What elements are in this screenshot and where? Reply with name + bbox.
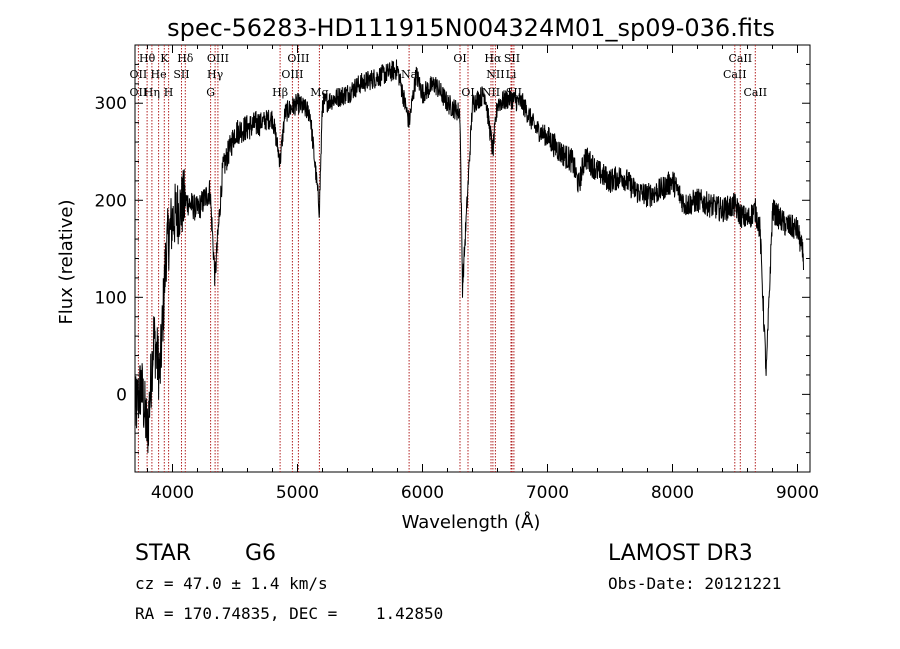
x-tick-label: 7000 <box>526 483 569 503</box>
line-label: SII <box>506 86 522 99</box>
y-tick-label: 200 <box>95 191 127 211</box>
x-tick-label: 9000 <box>776 483 819 503</box>
chart-title: spec-56283-HD111915N004324M01_sp09-036.f… <box>167 14 775 42</box>
line-label: Hα <box>484 52 502 65</box>
line-label: OIII <box>207 52 229 65</box>
line-label: NII <box>486 68 504 81</box>
line-label: OI <box>461 86 474 99</box>
line-label: OIII <box>281 68 303 81</box>
line-label: OIII <box>287 52 309 65</box>
survey-name: LAMOST DR3 <box>608 541 753 566</box>
line-label: Hη <box>144 86 160 99</box>
x-tick-label: 5000 <box>276 483 319 503</box>
line-label: SII <box>504 52 520 65</box>
x-axis-label: Wavelength (Å) <box>402 511 541 533</box>
redshift-text: cz = 47.0 ± 1.4 km/s <box>135 574 328 593</box>
line-label: Hθ <box>139 52 156 65</box>
line-label: CaII <box>728 52 752 65</box>
y-axis-label: Flux (relative) <box>56 199 77 324</box>
line-label: He <box>151 68 167 81</box>
line-label: Li <box>506 68 517 81</box>
line-label: Na <box>401 68 418 81</box>
line-label: CaII <box>743 86 767 99</box>
coordinates: RA = 170.74835, DEC = 1.42850 <box>135 604 443 623</box>
line-label: Mg <box>310 86 328 99</box>
line-label: OI <box>453 52 466 65</box>
series-layer <box>134 59 804 454</box>
x-tick-label: 6000 <box>401 483 444 503</box>
y-tick-label: 0 <box>116 385 127 405</box>
spectrum-line-spectrum <box>134 59 804 454</box>
line-label: H <box>164 86 174 99</box>
line-label: OII <box>130 86 148 99</box>
axes: 4000 5000 6000 7000 8000 9000 0 100 200 300 <box>95 45 819 503</box>
obs-date: Obs-Date: 20121221 <box>608 574 781 593</box>
line-label: OII <box>130 68 148 81</box>
line-label: SII <box>173 68 189 81</box>
object-class: STAR <box>135 541 191 566</box>
line-label: CaII <box>723 68 747 81</box>
y-tick-label: 100 <box>95 288 127 308</box>
subclass: G6 <box>245 541 276 566</box>
line-label: NII <box>482 86 500 99</box>
line-label: Hβ <box>272 86 288 99</box>
line-label: Hδ <box>177 52 194 65</box>
x-tick-label: 8000 <box>651 483 694 503</box>
line-label: K <box>160 52 169 65</box>
x-tick-label: 4000 <box>151 483 194 503</box>
y-tick-label: 300 <box>95 94 127 114</box>
line-label: G <box>206 86 215 99</box>
line-label: Hγ <box>207 68 224 81</box>
